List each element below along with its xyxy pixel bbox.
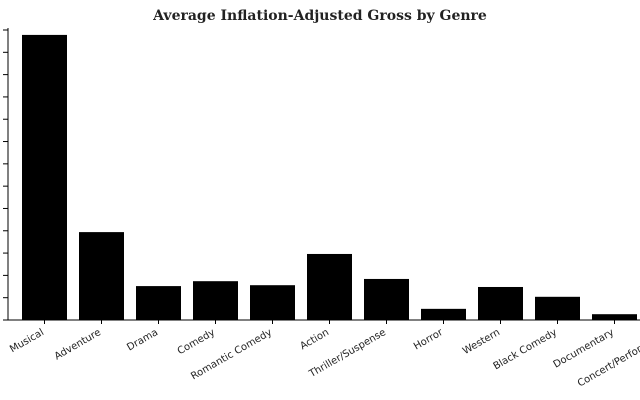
x-tick-label: Western <box>461 327 502 357</box>
x-tick-label: Horror <box>412 327 446 353</box>
bar <box>250 285 295 320</box>
chart-title: Average Inflation-Adjusted Gross by Genr… <box>152 8 487 24</box>
x-tick-label: Comedy <box>176 327 217 357</box>
bar <box>535 296 580 320</box>
bar <box>364 278 409 320</box>
bar <box>421 308 466 320</box>
bar <box>79 232 124 320</box>
bar <box>307 253 352 320</box>
x-tick-label: Action <box>298 327 331 352</box>
bar <box>136 286 181 320</box>
x-tick-label: Adventure <box>53 327 103 362</box>
bar <box>193 281 238 320</box>
x-tick-label: Musical <box>8 327 46 355</box>
x-tick-label: Black Comedy <box>492 327 559 372</box>
bar <box>22 34 67 321</box>
x-tick-label: Drama <box>125 327 160 353</box>
bar <box>592 314 637 320</box>
bar <box>478 286 523 320</box>
